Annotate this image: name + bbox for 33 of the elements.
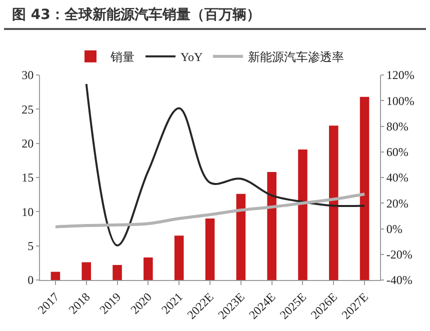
legend-label: 销量 bbox=[110, 50, 134, 64]
bar bbox=[360, 96, 370, 280]
bar bbox=[298, 149, 308, 280]
y-tick-label: 25 bbox=[22, 102, 34, 116]
bar bbox=[112, 264, 122, 280]
line-series bbox=[85, 82, 366, 246]
bar bbox=[144, 257, 153, 280]
y2-tick-label: -20% bbox=[386, 248, 412, 262]
y2-tick-label: 120% bbox=[386, 68, 414, 82]
y-tick-label: 20 bbox=[22, 136, 34, 151]
y-tick-label: 0 bbox=[28, 273, 34, 288]
line-series bbox=[54, 192, 366, 228]
y2-tick-label: 40% bbox=[386, 170, 408, 185]
bar bbox=[50, 272, 60, 280]
chart-title: 图 43：全球新能源汽车销量（百万辆） bbox=[4, 0, 426, 30]
bar bbox=[329, 126, 338, 280]
y2-tick-label: 100% bbox=[386, 94, 414, 108]
legend-label: 新能源汽车渗透率 bbox=[248, 50, 344, 64]
y2-tick-label: 20% bbox=[386, 196, 408, 210]
legend-label: YoY bbox=[180, 50, 203, 64]
y2-tick-label: 80% bbox=[386, 119, 408, 134]
y-tick-label: 10 bbox=[22, 204, 34, 219]
y-tick-label: 5 bbox=[28, 239, 34, 254]
y2-tick-label: 60% bbox=[386, 145, 408, 160]
y-tick-label: 30 bbox=[22, 68, 34, 82]
bar bbox=[236, 194, 246, 280]
bar bbox=[205, 218, 215, 280]
bar bbox=[82, 262, 91, 280]
bar bbox=[267, 172, 276, 280]
y2-tick-label: -40% bbox=[386, 273, 412, 288]
bar bbox=[174, 236, 184, 280]
y2-tick-label: 0% bbox=[386, 222, 402, 236]
y-tick-label: 15 bbox=[22, 170, 34, 185]
